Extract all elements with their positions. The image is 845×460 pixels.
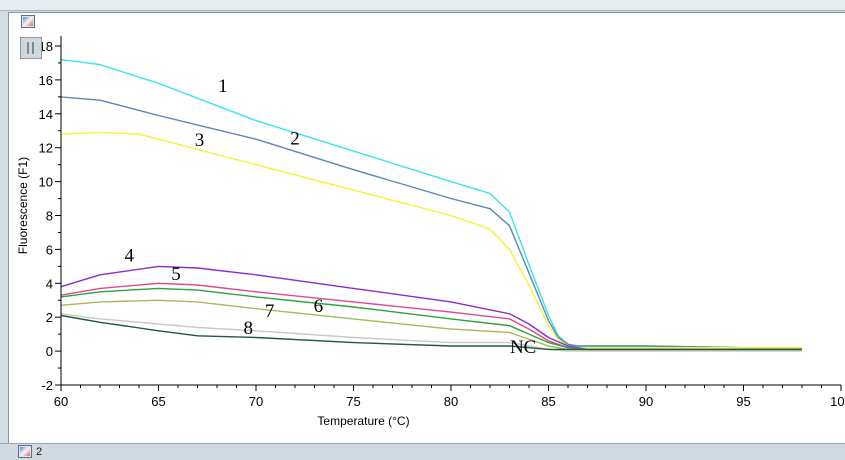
splitter-handle-icon[interactable] <box>20 37 42 59</box>
y-tick-label: 8 <box>46 209 53 224</box>
y-tick-label: -2 <box>41 378 53 393</box>
x-tick-label: 90 <box>639 394 653 409</box>
chart-icon-bottom[interactable] <box>18 445 32 458</box>
series-line-2 <box>60 96 802 349</box>
y-tick-label: 0 <box>46 344 53 359</box>
y-tick-label: 12 <box>39 141 53 156</box>
bottom-pane-label: 2 <box>36 446 43 458</box>
curve-labels-group: 1 2 3 4 5 6 78 NC <box>125 76 537 358</box>
series-group <box>60 58 802 352</box>
curve-label-6: 6 <box>314 296 324 317</box>
axes-group: -20246810121416186065707580859095100Temp… <box>16 36 845 428</box>
curve-label-3: 3 <box>195 130 205 151</box>
y-axis-title: Fluorescence (F1) <box>16 157 30 254</box>
curve-label-1: 1 <box>218 76 228 97</box>
curve-label-7: 7 <box>265 301 275 322</box>
chart-icon[interactable] <box>21 15 35 28</box>
plot-area-background <box>9 13 845 443</box>
chart-panel: -20246810121416186065707580859095100Temp… <box>8 12 845 443</box>
y-tick-label: 6 <box>46 242 53 257</box>
curve-label-8: 8 <box>243 318 253 339</box>
x-tick-label: 100 <box>830 394 845 409</box>
x-tick-label: 60 <box>54 394 68 409</box>
series-line-3 <box>60 131 802 349</box>
x-tick-label: 75 <box>346 394 360 409</box>
x-tick-label: 95 <box>736 394 750 409</box>
y-tick-label: 14 <box>39 107 53 122</box>
melt-curve-chart: -20246810121416186065707580859095100Temp… <box>9 13 845 443</box>
curve-label-NC: NC <box>510 337 536 358</box>
x-tick-label: 85 <box>541 394 555 409</box>
y-tick-label: 2 <box>46 310 53 325</box>
curve-label-4: 4 <box>125 245 135 266</box>
curve-label-2: 2 <box>290 128 300 149</box>
x-tick-label: 70 <box>249 394 263 409</box>
y-tick-label: 18 <box>39 39 53 54</box>
y-tick-label: 16 <box>39 73 53 88</box>
x-axis-title: Temperature (°C) <box>317 414 409 428</box>
series-line-8 <box>60 313 802 352</box>
curve-label-5: 5 <box>171 264 181 285</box>
y-tick-label: 10 <box>39 175 53 190</box>
y-tick-label: 4 <box>46 276 53 291</box>
x-tick-label: 65 <box>151 394 165 409</box>
series-line-NC <box>60 314 802 351</box>
x-tick-label: 80 <box>444 394 458 409</box>
window-top-strip <box>0 0 845 11</box>
bottom-pane-header <box>0 443 845 460</box>
